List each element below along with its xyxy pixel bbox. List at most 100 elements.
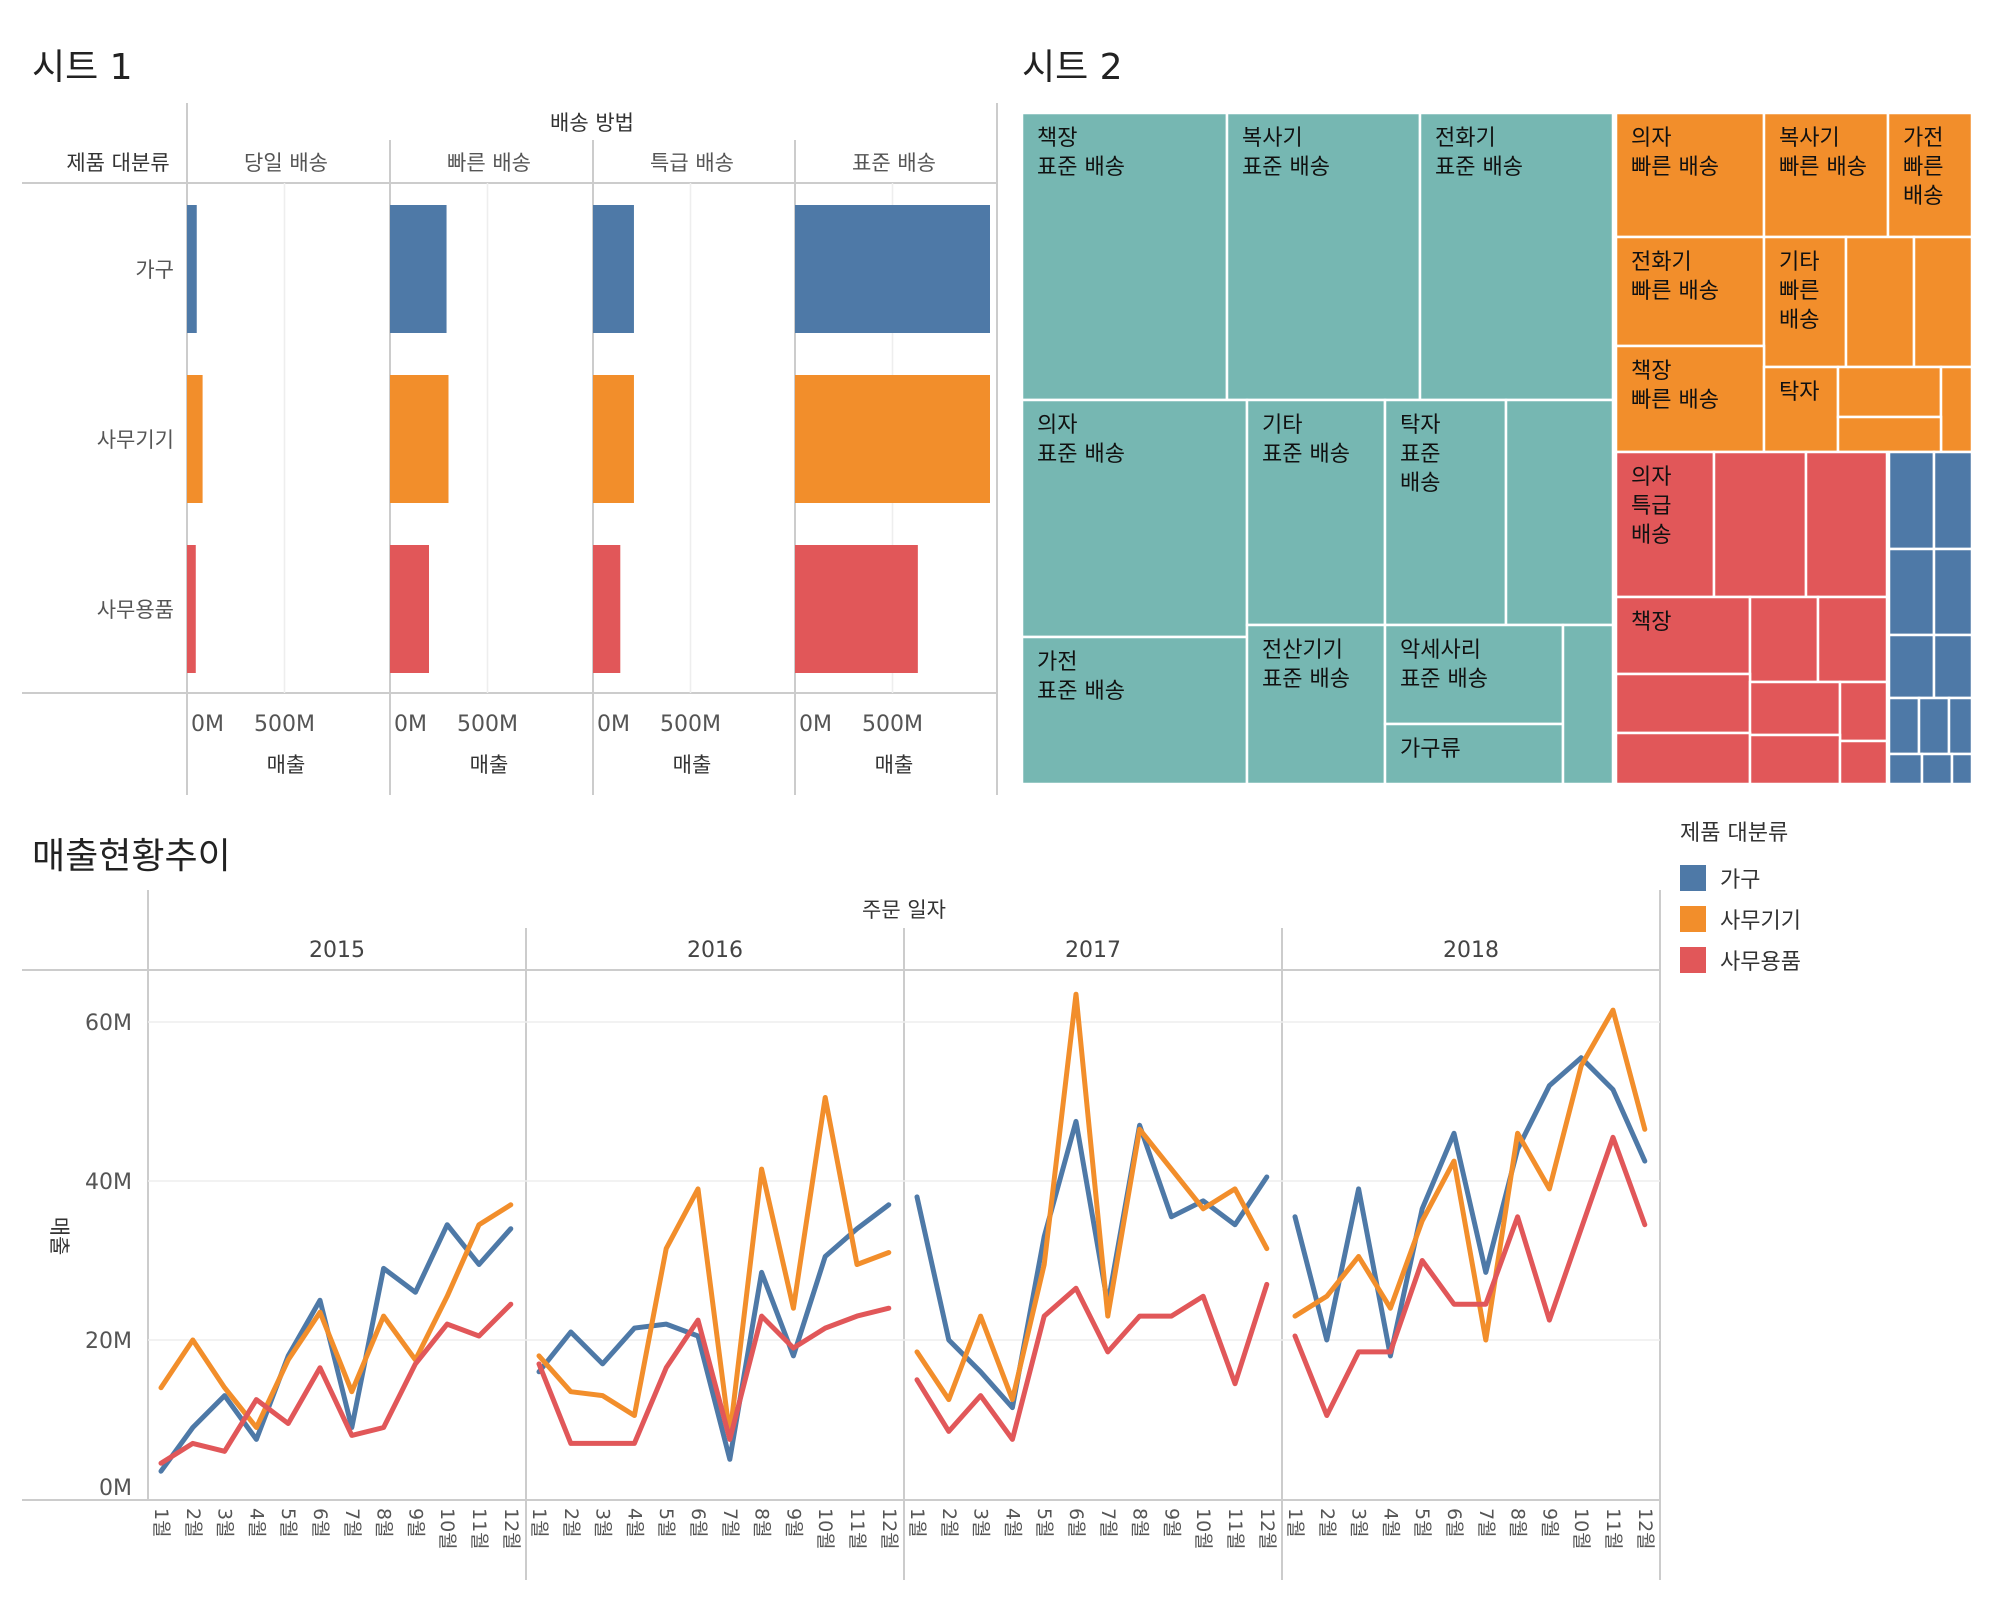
bar[interactable] bbox=[390, 205, 447, 333]
series-line[interactable] bbox=[158, 1222, 514, 1474]
series-line[interactable] bbox=[158, 1301, 514, 1466]
treemap-cell[interactable] bbox=[1932, 547, 1974, 637]
treemap-cell[interactable] bbox=[1816, 595, 1889, 684]
treemap-cell[interactable] bbox=[1836, 365, 1943, 419]
treemap-cell[interactable] bbox=[1383, 623, 1565, 726]
treemap-cell[interactable] bbox=[1504, 398, 1615, 627]
series-line[interactable] bbox=[536, 1305, 892, 1446]
series-line[interactable] bbox=[536, 1095, 892, 1438]
treemap-cell[interactable] bbox=[1917, 696, 1951, 756]
series-line[interactable] bbox=[1292, 1007, 1648, 1343]
treemap-cell[interactable] bbox=[1614, 595, 1752, 676]
treemap-cell[interactable] bbox=[1947, 696, 1974, 756]
treemap-cell[interactable] bbox=[1762, 235, 1848, 369]
treemap-cell-label: 가구류 bbox=[1400, 737, 1461, 762]
month-tick-label: 7월 bbox=[1097, 1508, 1119, 1538]
bar[interactable] bbox=[593, 205, 634, 333]
month-tick-label: 10월 bbox=[814, 1508, 836, 1550]
treemap-cell[interactable] bbox=[1383, 722, 1565, 786]
treemap-cell[interactable] bbox=[1748, 595, 1820, 684]
treemap-cell[interactable] bbox=[1887, 633, 1936, 700]
treemap-cell[interactable] bbox=[1225, 111, 1422, 402]
treemap-cell[interactable] bbox=[1912, 235, 1974, 369]
bar[interactable] bbox=[795, 375, 990, 503]
month-tick-label: 7월 bbox=[719, 1508, 741, 1538]
legend-item-furniture[interactable]: 가구 bbox=[1680, 857, 1801, 898]
month-tick-label: 9월 bbox=[1160, 1508, 1182, 1538]
month-tick-label: 10월 bbox=[1570, 1508, 1592, 1550]
month-tick-label: 6월 bbox=[687, 1508, 709, 1538]
treemap-cell[interactable] bbox=[1712, 450, 1808, 599]
treemap-cell-label: 기타 표준 배송 bbox=[1262, 413, 1350, 467]
month-tick-label: 11월 bbox=[1602, 1508, 1624, 1550]
treemap-cell[interactable] bbox=[1939, 365, 1974, 454]
treemap-cell[interactable] bbox=[1748, 733, 1842, 786]
x-tick-label: 0M bbox=[799, 712, 832, 737]
treemap-cell[interactable] bbox=[1838, 680, 1889, 743]
bar[interactable] bbox=[795, 205, 990, 333]
bar[interactable] bbox=[390, 545, 429, 673]
treemap-cell[interactable] bbox=[1950, 752, 1974, 786]
treemap-cell[interactable] bbox=[1020, 398, 1249, 639]
treemap-cell[interactable] bbox=[1245, 398, 1387, 627]
legend-swatch bbox=[1680, 946, 1706, 973]
treemap-cell[interactable] bbox=[1932, 450, 1974, 551]
series-line[interactable] bbox=[1292, 1134, 1648, 1418]
bar[interactable] bbox=[390, 375, 449, 503]
legend-label: 사무용품 bbox=[1720, 949, 1801, 975]
series-line[interactable] bbox=[914, 991, 1270, 1403]
legend-title: 제품 대분류 bbox=[1680, 821, 1789, 846]
bar[interactable] bbox=[187, 205, 197, 333]
legend: 제품 대분류 가구 사무기기 사무용품 bbox=[1680, 815, 1801, 980]
treemap-cell[interactable] bbox=[1020, 111, 1229, 402]
treemap-cell[interactable] bbox=[1748, 680, 1842, 737]
treemap-cell[interactable] bbox=[1561, 623, 1615, 786]
treemap-cell[interactable] bbox=[1887, 696, 1921, 756]
treemap-cell[interactable] bbox=[1887, 450, 1936, 551]
bar[interactable] bbox=[795, 545, 918, 673]
treemap-cell[interactable] bbox=[1920, 752, 1954, 786]
month-tick-label: 3월 bbox=[214, 1508, 236, 1538]
treemap-cell[interactable] bbox=[1887, 547, 1936, 637]
bar[interactable] bbox=[187, 375, 203, 503]
bar[interactable] bbox=[593, 545, 621, 673]
treemap-cell[interactable] bbox=[1614, 111, 1766, 239]
series-line[interactable] bbox=[536, 1202, 892, 1462]
x-tick-label: 500M bbox=[862, 712, 923, 737]
treemap-cell[interactable] bbox=[1844, 235, 1916, 369]
bar[interactable] bbox=[593, 375, 634, 503]
treemap-cell-label: 의자 빠른 배송 bbox=[1631, 126, 1719, 180]
treemap-cell-label: 전산기기 표준 배송 bbox=[1262, 638, 1350, 692]
treemap-cell-label: 책장 빠른 배송 bbox=[1631, 359, 1719, 413]
month-tick-label: 12월 bbox=[878, 1508, 900, 1550]
series-line[interactable] bbox=[158, 1202, 514, 1430]
month-tick-label: 6월 bbox=[1443, 1508, 1465, 1538]
treemap-cell[interactable] bbox=[1614, 235, 1766, 348]
series-line[interactable] bbox=[914, 1281, 1270, 1442]
treemap-cell[interactable] bbox=[1836, 415, 1943, 454]
treemap-cell[interactable] bbox=[1932, 633, 1974, 700]
treemap-cell[interactable] bbox=[1020, 635, 1249, 786]
treemap-cell[interactable] bbox=[1614, 450, 1716, 599]
month-tick-label: 9월 bbox=[1538, 1508, 1560, 1538]
treemap-cell[interactable] bbox=[1838, 739, 1889, 786]
month-tick-label: 5월 bbox=[277, 1508, 299, 1538]
treemap-cell[interactable] bbox=[1614, 731, 1752, 786]
month-tick-label: 3월 bbox=[970, 1508, 992, 1538]
month-tick-label: 10월 bbox=[436, 1508, 458, 1550]
series-line[interactable] bbox=[1292, 1055, 1648, 1359]
treemap-cell[interactable] bbox=[1614, 672, 1752, 735]
legend-item-office-supplies[interactable]: 사무용품 bbox=[1680, 939, 1801, 980]
treemap-cell-label: 가전 표준 배송 bbox=[1037, 650, 1125, 704]
treemap-cell[interactable] bbox=[1418, 111, 1615, 402]
treemap-cell[interactable] bbox=[1762, 365, 1840, 454]
month-tick-label: 2월 bbox=[1316, 1508, 1338, 1538]
treemap-cell[interactable] bbox=[1804, 450, 1889, 599]
month-tick-label: 11월 bbox=[468, 1508, 490, 1550]
x-axis-label: 매출 bbox=[267, 753, 306, 777]
treemap-cell[interactable] bbox=[1887, 752, 1924, 786]
treemap-cell[interactable] bbox=[1762, 111, 1890, 239]
legend-item-office-machines[interactable]: 사무기기 bbox=[1680, 898, 1801, 939]
bar[interactable] bbox=[187, 545, 196, 673]
